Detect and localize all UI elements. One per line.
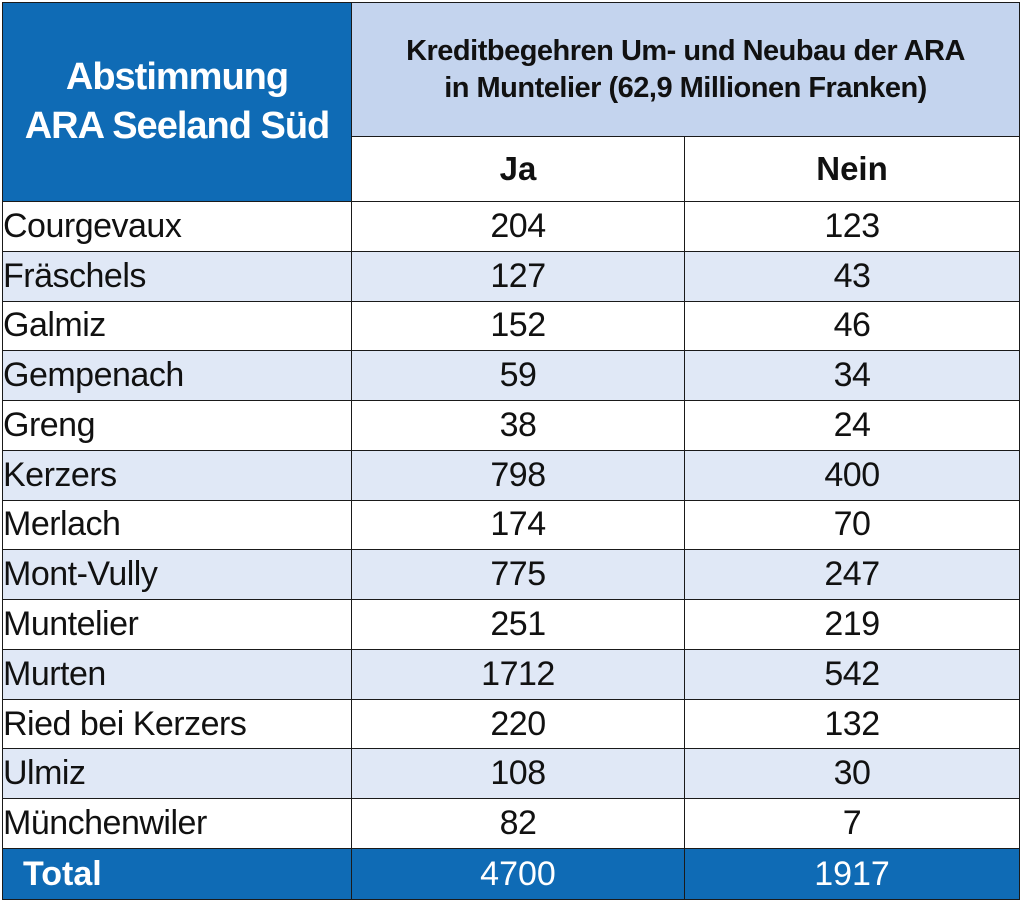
municipality-cell: Murten [2,648,352,700]
question-line-2: in Muntelier (62,9 Millionen Franken) [444,71,927,104]
total-label: Total [2,848,352,900]
table-title-line-1: Abstimmung [65,55,289,98]
ja-cell: 152 [351,300,685,352]
municipality-cell: Galmiz [2,300,352,352]
nein-cell: 43 [683,250,1021,302]
nein-cell: 219 [683,599,1021,650]
total-nein: 1917 [683,848,1021,900]
municipality-cell: Gempenach [2,350,352,402]
municipality-cell: Merlach [2,499,352,551]
nein-cell: 132 [683,698,1021,750]
ja-cell: 127 [351,250,685,302]
table-row: Ulmiz 108 30 [2,748,1021,800]
table-title-line-2: ARA Seeland Süd [24,105,331,147]
municipality-cell: Ried bei Kerzers [2,698,352,750]
column-header-nein: Nein [683,136,1021,202]
table-row: Münchenwiler 82 7 [2,798,1021,849]
municipality-cell: Muntelier [2,599,352,650]
nein-cell: 70 [683,499,1021,551]
municipality-cell: Mont-Vully [2,549,352,601]
ja-cell: 775 [351,549,685,601]
table-row: Mont-Vully 775 247 [2,549,1021,601]
ja-cell: 251 [351,599,685,650]
column-header-ja: Ja [351,136,685,202]
ja-cell: 82 [351,798,685,849]
ja-cell: 1712 [351,648,685,700]
question-line-1: Kreditbegehren Um- und Neubau der ARA [406,35,965,68]
ja-cell: 59 [351,350,685,402]
nein-cell: 123 [683,201,1021,252]
question-header: Kreditbegehren Um- und Neubau der ARA in… [350,2,1021,137]
table-title: Abstimmung ARA Seeland Süd [2,2,352,202]
nein-cell: 400 [683,449,1021,501]
ja-cell: 108 [351,748,685,800]
table-row: Muntelier 251 219 [2,599,1021,650]
municipality-cell: Kerzers [2,449,352,501]
nein-cell: 24 [683,400,1021,451]
total-row: Total 4700 1917 [2,848,1021,900]
table-body: Courgevaux 204 123 Fräschels 127 43 Galmiz 152 4… [2,201,1021,849]
municipality-cell: Münchenwiler [2,798,352,849]
table-row: Murten 1712 542 [2,648,1021,700]
nein-cell: 247 [683,549,1021,601]
nein-cell: 7 [683,798,1021,849]
table-row: Courgevaux 204 123 [2,201,1021,252]
table-row: Galmiz 152 46 [2,300,1021,352]
municipality-cell: Greng [2,400,352,451]
total-ja: 4700 [351,848,685,900]
nein-cell: 46 [683,300,1021,352]
ja-cell: 38 [351,400,685,451]
ja-cell: 174 [351,499,685,551]
nein-cell: 30 [683,748,1021,800]
ja-cell: 220 [351,698,685,750]
nein-cell: 34 [683,350,1021,402]
municipality-cell: Ulmiz [2,748,352,800]
table-row: Greng 38 24 [2,400,1021,451]
municipality-cell: Fräschels [2,250,352,302]
table-row: Gempenach 59 34 [2,350,1021,402]
table-row: Ried bei Kerzers 220 132 [2,698,1021,750]
table-row: Merlach 174 70 [2,499,1021,551]
ja-cell: 798 [351,449,685,501]
municipality-cell: Courgevaux [2,201,352,252]
table-row: Kerzers 798 400 [2,449,1021,501]
nein-cell: 542 [683,648,1021,700]
ja-cell: 204 [351,201,685,252]
table-row: Fräschels 127 43 [2,250,1021,302]
